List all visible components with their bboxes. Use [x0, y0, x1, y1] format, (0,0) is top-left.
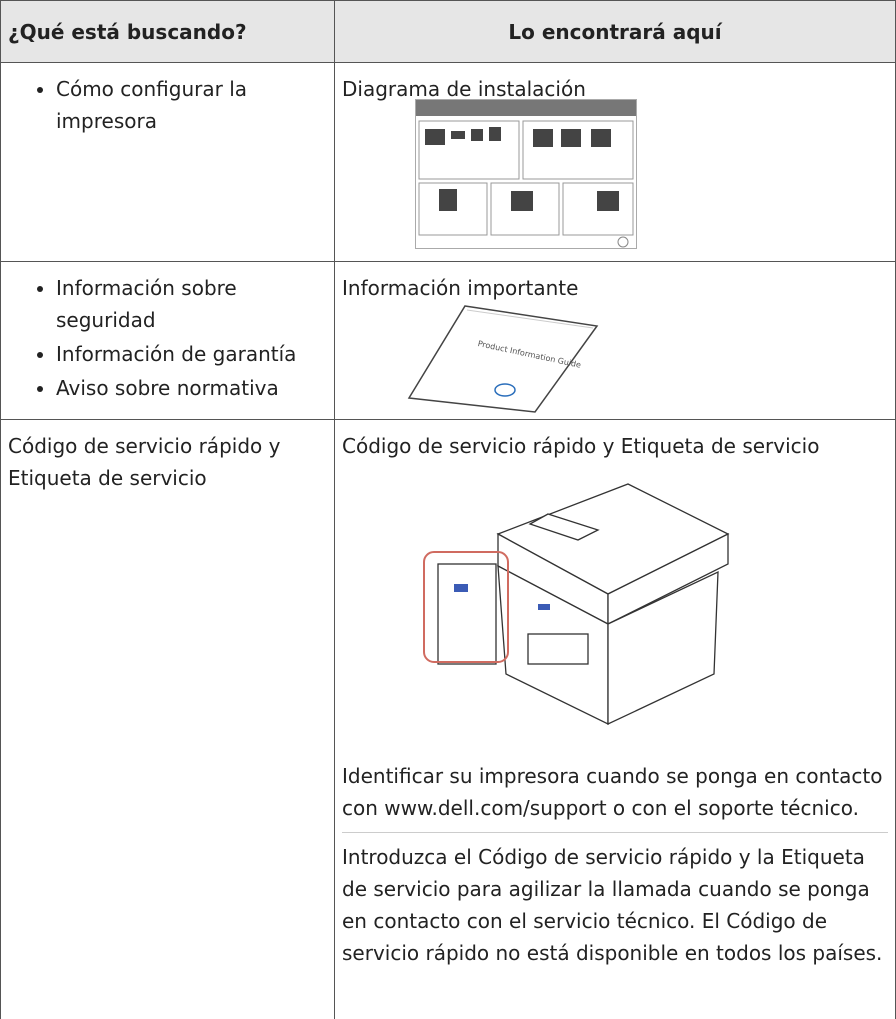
cell-text: Código de servicio rápido y Etiqueta de …: [8, 434, 281, 490]
cell-title: Información importante: [342, 276, 579, 300]
cell: Información importante Product Informati…: [334, 261, 896, 419]
header-text: ¿Qué está buscando?: [8, 20, 247, 44]
bullet: Información de garantía: [56, 338, 317, 370]
cell: Información sobre seguridad Información …: [0, 261, 334, 419]
printer-figure: [342, 462, 888, 752]
paragraph: Introduzca el Código de servicio rápido …: [342, 845, 883, 965]
paragraph: Identificar su impresora cuando se ponga…: [342, 760, 888, 833]
cell: Código de servicio rápido y Etiqueta de …: [334, 419, 896, 1019]
bullet-list: Cómo configurar la impresora: [8, 73, 327, 137]
printer-image: [423, 483, 730, 726]
header-text: Lo encontrará aquí: [508, 20, 722, 44]
cell: Cómo configurar la impresora: [0, 62, 334, 261]
cell: Código de servicio rápido y Etiqueta de …: [0, 419, 334, 1019]
header-cell: ¿Qué está buscando?: [0, 0, 334, 62]
bullet: Cómo configurar la impresora: [56, 73, 327, 137]
bullet: Aviso sobre normativa: [56, 372, 317, 404]
bullet-list: Información sobre seguridad Información …: [8, 272, 327, 404]
setup-diagram: [415, 99, 637, 249]
cell-title: Diagrama de instalación: [342, 77, 586, 101]
guide-booklet: Product Information Guide: [407, 305, 599, 413]
cell-title: Código de servicio rápido y Etiqueta de …: [342, 434, 820, 458]
cell: Diagrama de instalación: [334, 62, 896, 261]
header-cell: Lo encontrará aquí: [334, 0, 896, 62]
bullet: Información sobre seguridad: [56, 272, 317, 336]
